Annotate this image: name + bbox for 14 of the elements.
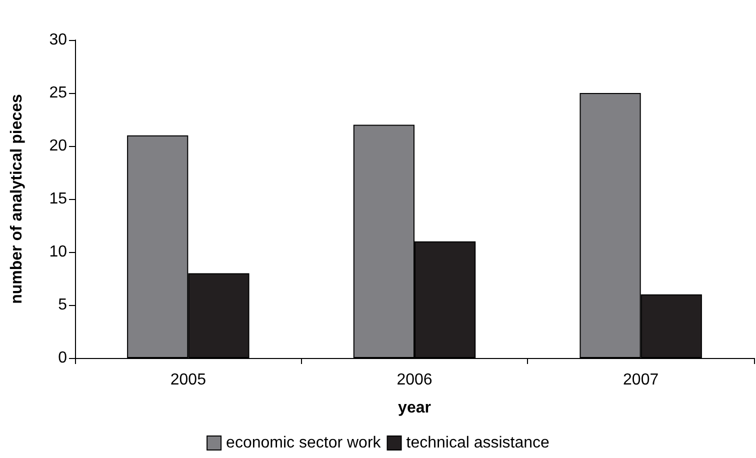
y-tick-label: 0: [58, 350, 68, 366]
legend-label: economic sector work: [226, 434, 382, 452]
y-tick-label: 15: [49, 190, 68, 208]
y-tick-label: 20: [49, 138, 68, 154]
y-tick-label: 30: [49, 32, 68, 48]
x-axis-title: year: [398, 400, 431, 416]
y-tick-label: 5: [58, 296, 68, 314]
legend-label: technical assistance: [406, 434, 550, 452]
x-tick-label: 2005: [170, 372, 206, 388]
y-tick-label: 10: [49, 244, 68, 260]
x-tick-label: 2006: [396, 372, 432, 388]
y-tick-label: 25: [49, 84, 68, 102]
y-axis-title: number of analytical pieces: [8, 94, 26, 304]
x-tick-label: 2007: [623, 372, 659, 388]
